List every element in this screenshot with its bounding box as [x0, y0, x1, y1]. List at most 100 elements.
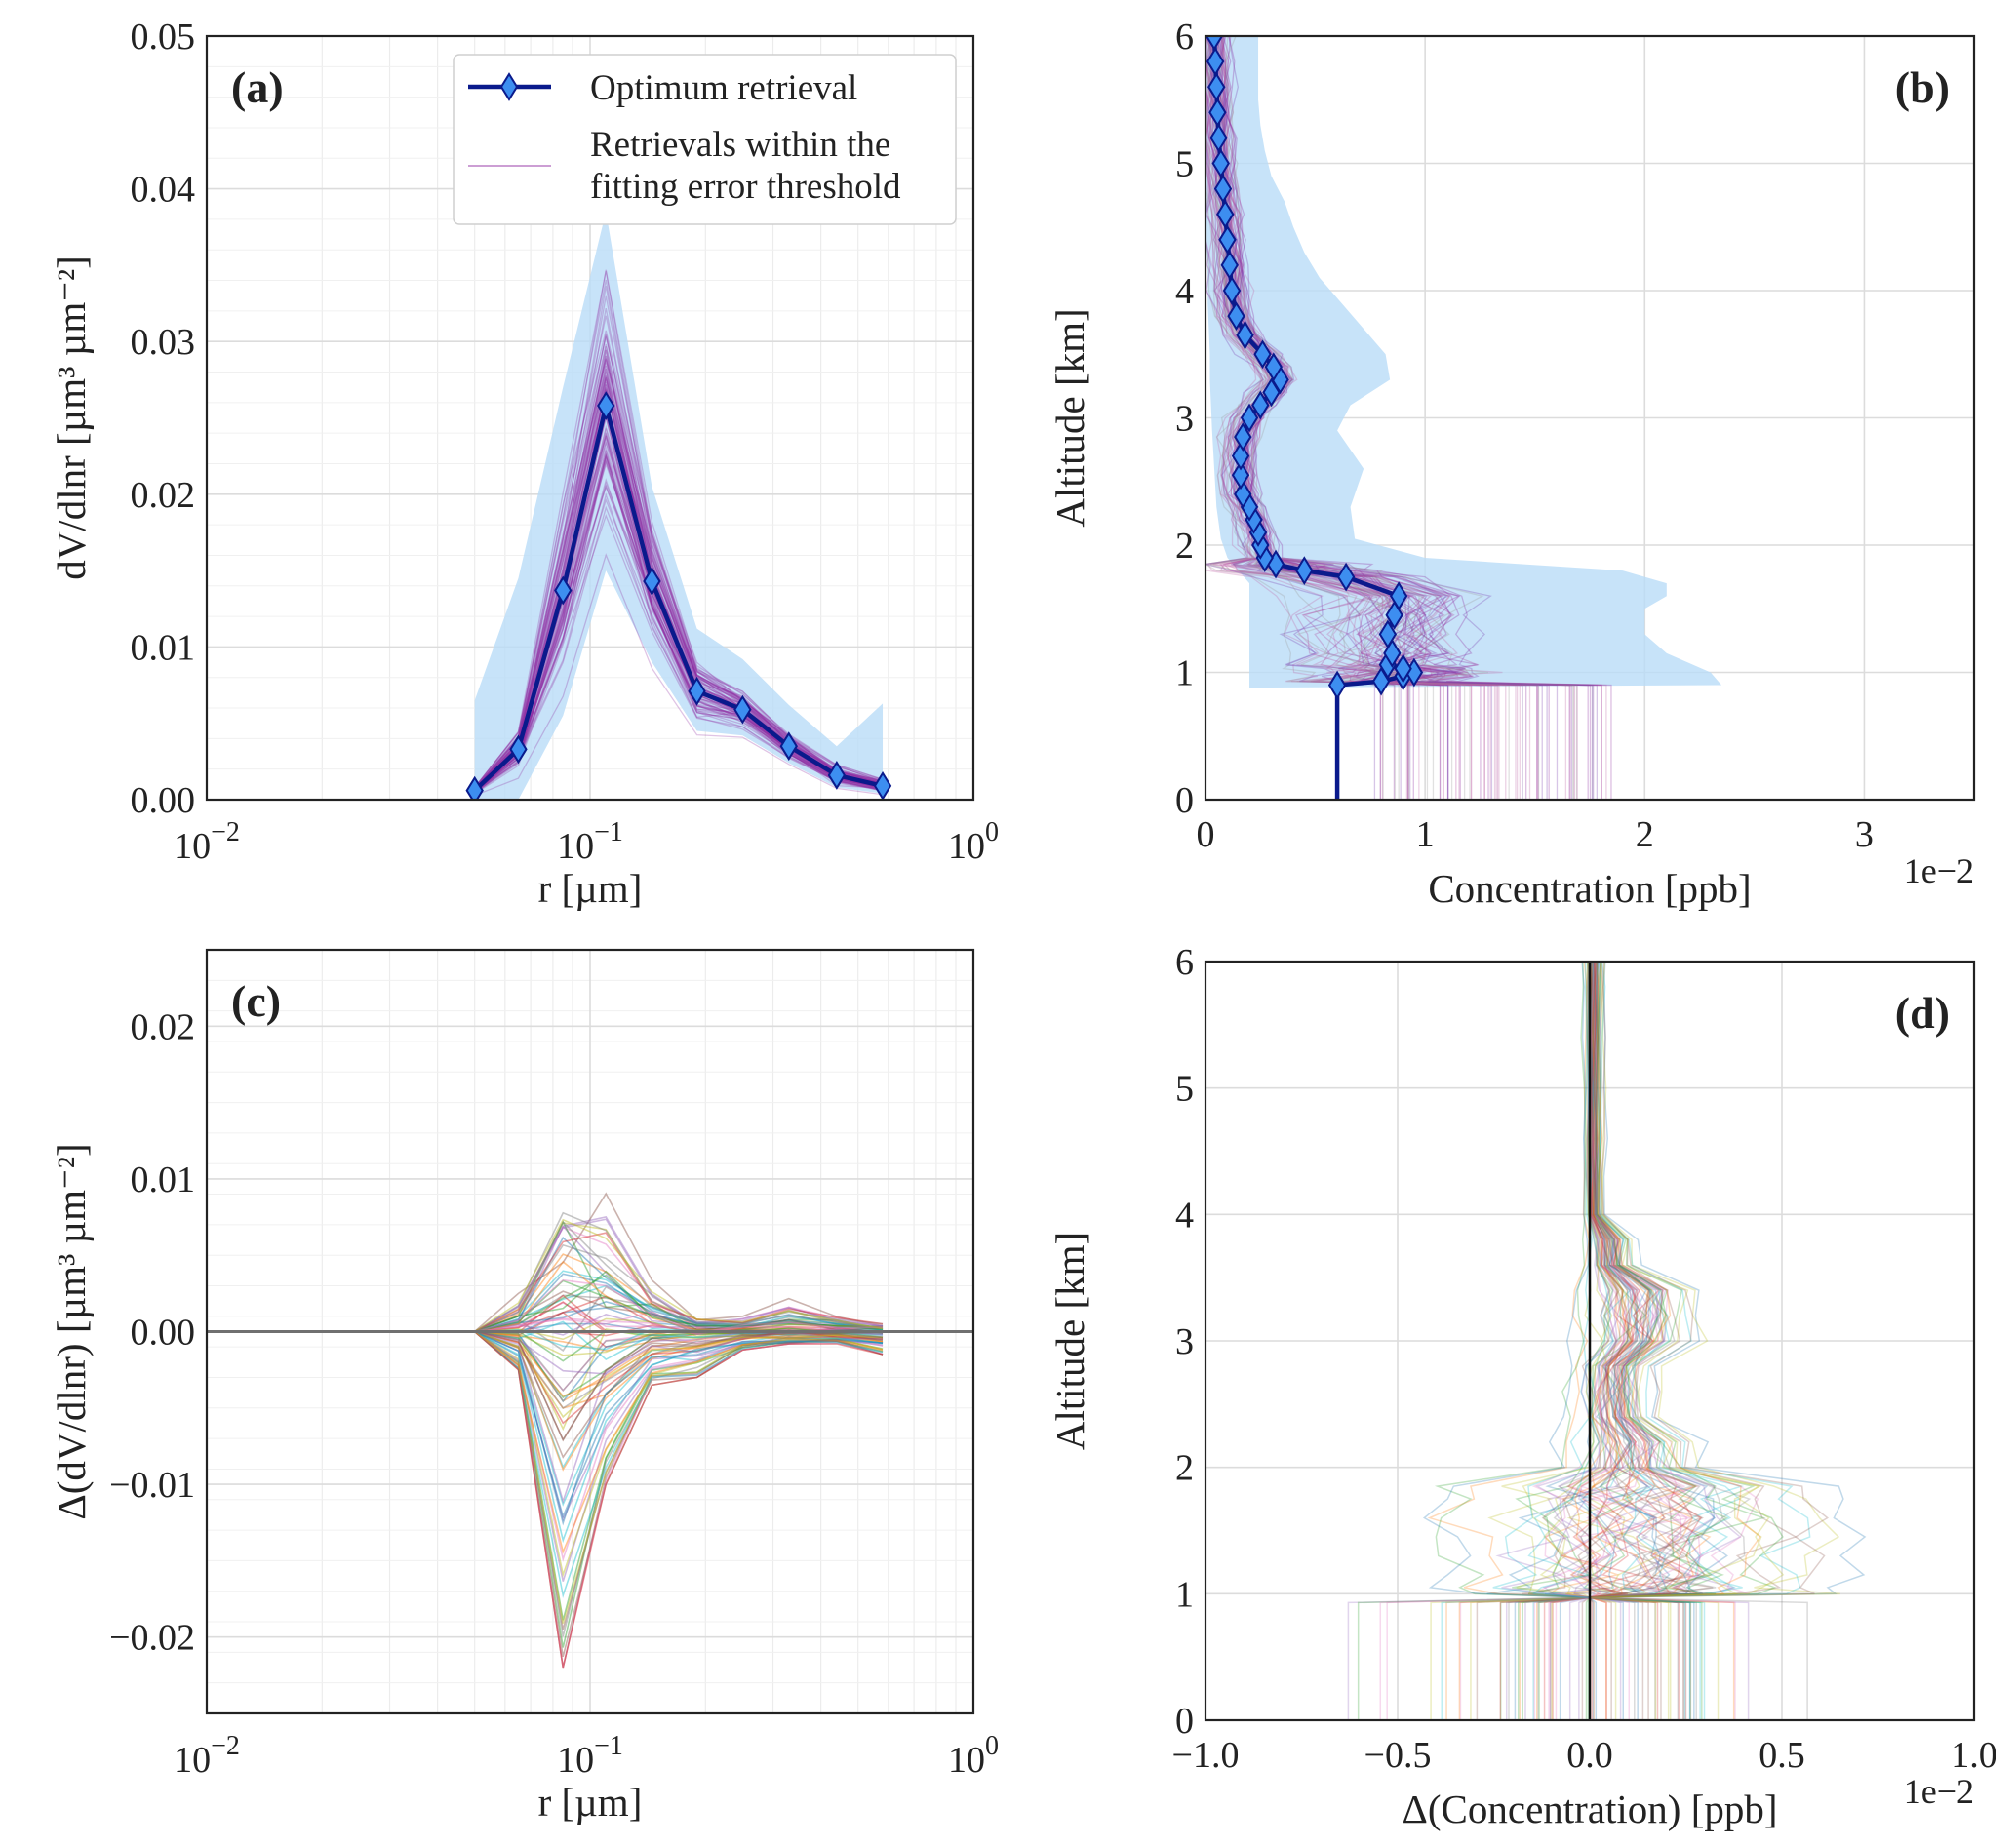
x-tick-label: −0.5: [1364, 1735, 1432, 1776]
difference-line: [1505, 962, 1716, 1720]
difference-line: [1589, 962, 1729, 1720]
plot-frame: [205, 948, 975, 1715]
difference-line: [474, 1284, 884, 1333]
y-tick-label: 0.01: [131, 627, 196, 668]
y-axis-label: Altitude [km]: [1048, 308, 1092, 527]
difference-line: [1589, 962, 1798, 1720]
ensemble-line: [474, 485, 884, 793]
ensemble-line: [1206, 36, 1500, 800]
optimum-marker: [554, 575, 573, 606]
difference-line: [474, 1301, 884, 1333]
difference-line: [474, 1330, 884, 1599]
difference-line: [474, 1329, 884, 1425]
y-tick-label: 0.04: [131, 170, 196, 211]
difference-line: [474, 1330, 884, 1459]
ensemble-line: [474, 452, 884, 793]
ensemble-line: [474, 366, 884, 790]
y-tick-label: −0.01: [109, 1465, 195, 1506]
optimum-marker: [1227, 301, 1245, 332]
difference-line: [474, 1330, 884, 1621]
ensemble-line: [1206, 36, 1574, 800]
optimum-marker: [1378, 619, 1398, 649]
difference-line: [474, 1330, 884, 1507]
ensemble-line: [1227, 36, 1473, 800]
ensemble-line: [474, 492, 884, 793]
ensemble-line: [474, 359, 884, 790]
difference-line: [1470, 962, 1762, 1720]
difference-line: [1556, 962, 1736, 1720]
y-tick-label: 0.02: [131, 475, 196, 516]
difference-line: [474, 1301, 884, 1333]
x-offset-text: 1e−2: [1904, 1772, 1974, 1811]
optimum-marker: [597, 391, 615, 420]
ensemble-line: [1206, 36, 1397, 800]
ensemble-line: [1224, 36, 1489, 800]
difference-line: [474, 1328, 884, 1432]
difference-line: [474, 1274, 884, 1333]
y-tick-label: −0.02: [109, 1618, 195, 1659]
ensemble-line: [474, 295, 884, 788]
difference-line: [474, 1330, 884, 1544]
optimum-marker: [827, 761, 847, 790]
difference-line: [474, 1330, 884, 1402]
difference-line: [474, 1326, 884, 1352]
panel-b: 0 1 2 3 4 5 6 0 1 2 3 Concentration [ppb] Altitude […: [1048, 17, 1976, 911]
difference-line: [1537, 962, 1723, 1720]
difference-line: [474, 1330, 884, 1669]
panel-d: 0 1 2 3 4 5 6 −1.0 −0.5 0.0 0.5 1.0 Δ(Concentration)…: [1048, 942, 1997, 1831]
ensemble-line: [474, 374, 884, 790]
optimum-marker: [643, 567, 661, 596]
ensemble-line: [474, 358, 884, 790]
difference-line: [1589, 962, 1752, 1720]
difference-line: [474, 1192, 884, 1333]
difference-line: [1589, 962, 1785, 1720]
ensemble-line: [1218, 36, 1449, 800]
ensemble-line: [1206, 36, 1521, 800]
difference-line: [474, 1330, 884, 1470]
difference-line: [1588, 962, 1704, 1720]
ensemble-line: [474, 343, 884, 790]
difference-line: [474, 1314, 884, 1336]
uncertainty-band: [474, 212, 884, 800]
difference-line: [474, 1330, 884, 1419]
y-tick-label: 5: [1175, 1069, 1194, 1110]
optimum-marker: [1389, 581, 1408, 611]
optimum-marker: [1220, 250, 1239, 280]
x-axis-label: r [µm]: [538, 866, 643, 911]
difference-line: [474, 1278, 884, 1334]
difference-line: [474, 1253, 884, 1333]
ensemble-line: [1224, 36, 1484, 800]
y-axis-label: Altitude [km]: [1048, 1232, 1092, 1450]
difference-line: [474, 1211, 884, 1333]
x-tick-label: 0.5: [1759, 1735, 1805, 1776]
difference-line: [474, 1330, 884, 1669]
ensemble-line: [474, 270, 884, 789]
ensemble-line: [474, 452, 884, 794]
y-tick-label: 4: [1175, 1195, 1194, 1236]
y-axis-label: Δ(dV/dlnr) [µm³ µm⁻²]: [49, 1143, 94, 1519]
optimum-marker: [1222, 276, 1242, 305]
difference-line: [1589, 962, 1694, 1720]
ensemble-line: [1225, 36, 1492, 800]
difference-line: [474, 1330, 884, 1442]
ensemble-line: [1206, 36, 1485, 800]
difference-line: [474, 1270, 884, 1333]
difference-line: [474, 1260, 884, 1333]
difference-line: [1589, 962, 1691, 1720]
difference-line: [474, 1220, 884, 1333]
ensemble-line: [1206, 36, 1435, 800]
difference-line: [1548, 962, 1704, 1720]
optimum-marker: [1234, 479, 1252, 509]
ensemble-line: [1206, 36, 1485, 800]
optimum-marker: [1218, 224, 1237, 255]
difference-line: [474, 1317, 884, 1336]
plot-frame: [1204, 34, 1976, 802]
optimum-marker: [779, 731, 798, 762]
legend-box: [453, 54, 957, 225]
optimum-marker: [1264, 352, 1283, 382]
difference-line: [1499, 962, 1647, 1720]
difference-line: [1589, 962, 1701, 1720]
difference-line: [474, 1330, 884, 1582]
difference-line: [474, 1330, 884, 1409]
difference-line: [1576, 962, 1691, 1720]
